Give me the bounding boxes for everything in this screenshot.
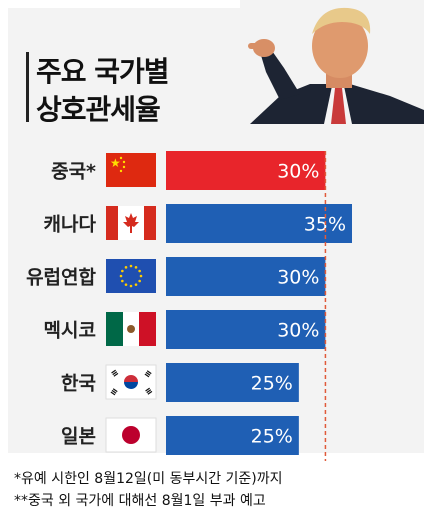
category-label: 멕시코 — [44, 320, 96, 342]
category-label: 유럽연합 — [26, 267, 96, 289]
korea-flag — [105, 364, 157, 400]
bar — [166, 257, 326, 296]
bar — [166, 363, 299, 402]
value-label: 25% — [251, 373, 293, 395]
value-label: 30% — [277, 267, 319, 289]
title-line-1: 주요 국가별 — [36, 55, 170, 88]
footnote-1: *유예 시한인 8월12일(미 동부시간 기준)까지 — [14, 471, 283, 487]
title-accent-bar — [26, 52, 29, 122]
svg-text:★: ★ — [110, 156, 121, 170]
china-flag: ★ — [106, 153, 156, 187]
bar — [166, 416, 299, 455]
bar — [166, 310, 326, 349]
mexico-flag — [106, 312, 156, 346]
category-label: 한국 — [61, 373, 96, 395]
category-label: 일본 — [61, 426, 96, 448]
bar — [166, 151, 326, 190]
category-label: 캐나다 — [44, 214, 97, 236]
eu-flag — [106, 259, 156, 293]
value-label: 25% — [251, 426, 293, 448]
speaker-photo — [240, 0, 424, 124]
value-label: 30% — [277, 161, 319, 183]
canada-flag — [106, 206, 156, 240]
title-line-2: 상호관세율 — [36, 93, 161, 126]
bar — [166, 204, 352, 243]
footnote-2: **중국 외 국가에 대해선 8월1일 부과 예고 — [14, 493, 266, 509]
category-label: 중국* — [51, 161, 96, 183]
japan-flag — [105, 417, 157, 453]
value-label: 30% — [277, 320, 319, 342]
